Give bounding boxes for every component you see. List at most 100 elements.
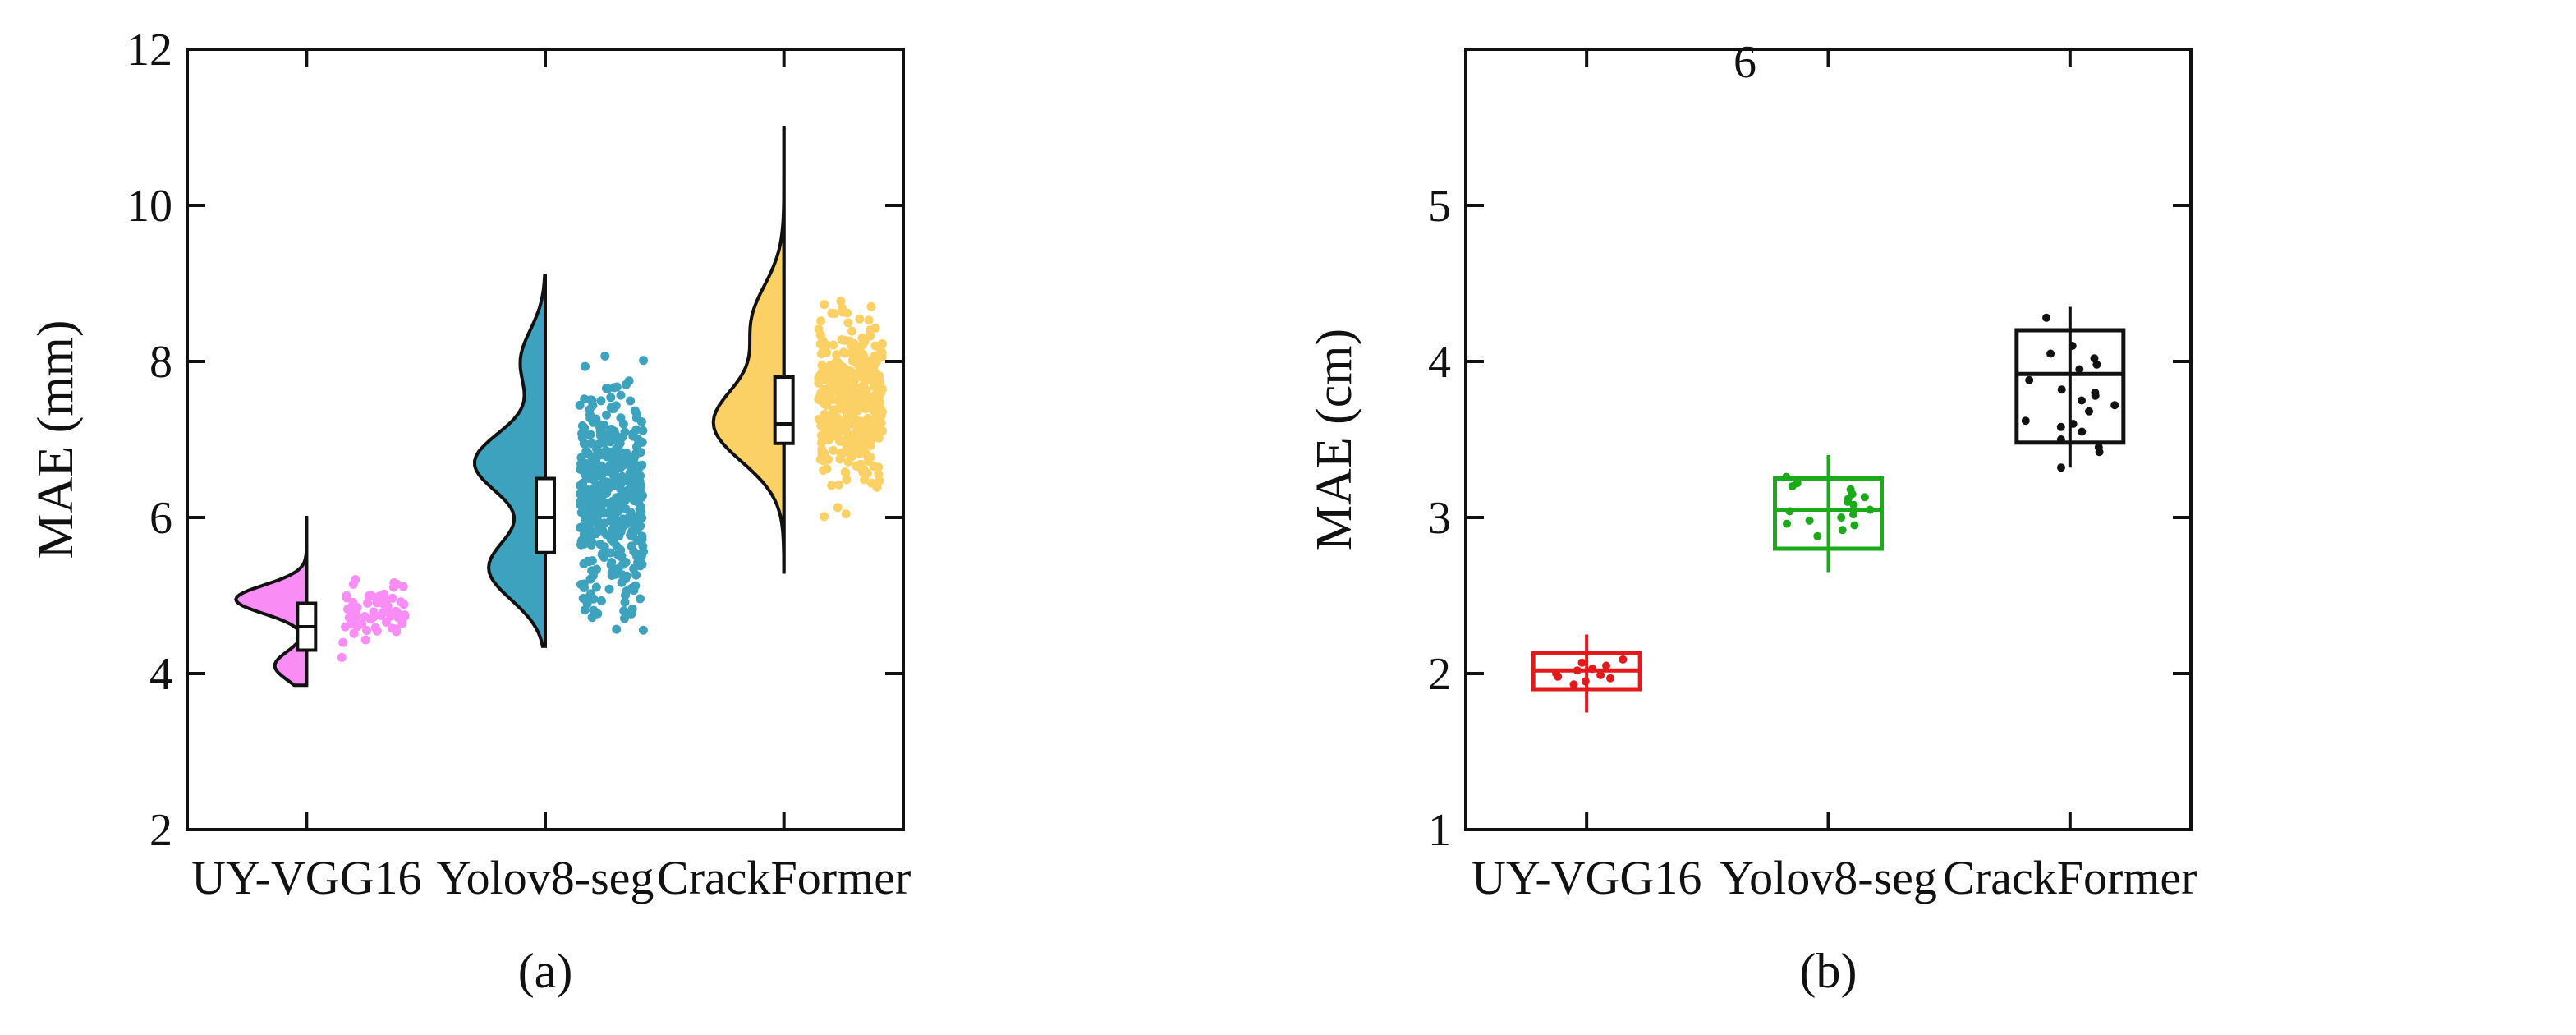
panel-caption: (a) [518,944,573,998]
data-point [609,502,618,512]
data-point [388,593,397,603]
data-point [636,417,646,426]
data-point [627,465,636,475]
data-point [864,315,874,325]
data-point [855,371,865,381]
data-point [604,584,614,594]
data-point [627,604,637,614]
data-point [847,348,856,358]
data-point [835,454,845,464]
y-tick-label: 1 [1428,805,1451,856]
data-point [816,316,826,326]
data-point [1813,531,1822,540]
data-point [847,412,857,421]
data-point [580,467,590,477]
data-point [819,432,829,442]
data-point [628,531,638,541]
data-point [621,558,631,567]
violin-half [234,516,309,688]
box [773,375,795,445]
data-point [2046,349,2055,358]
data-point [1846,485,1855,494]
data-point [622,380,631,389]
data-point [621,591,630,600]
data-point [616,390,626,400]
data-point [612,624,622,634]
data-point [399,600,409,610]
data-point [594,489,604,499]
data-point [847,381,856,391]
data-point [833,357,843,367]
data-point [1573,666,1582,675]
data-point [617,577,627,587]
data-point [818,375,827,384]
data-point [603,477,612,487]
data-point [360,635,370,645]
data-point [856,459,866,469]
data-point [2075,365,2084,374]
data-point [585,592,595,601]
data-point [857,340,867,350]
data-point [391,608,401,618]
data-point [348,579,358,589]
points [1552,655,1628,689]
data-point [586,439,596,448]
data-point [2021,416,2030,426]
data-point [341,622,350,632]
y-axis: 2 4 6 8 10 12 [126,25,903,856]
data-point [610,453,620,462]
data-point [381,617,391,627]
data-point [616,413,626,423]
data-point [2094,443,2103,452]
data-point [630,496,640,506]
data-point [2090,354,2099,363]
data-point [841,509,851,519]
data-point [596,396,606,406]
data-point [2092,360,2101,369]
data-point [580,439,590,448]
data-point [618,476,627,486]
data-point [636,502,645,512]
data-point [1602,661,1610,670]
data-point [585,405,595,415]
data-point [636,551,646,561]
data-point [585,430,595,440]
data-point [585,395,595,405]
data-point [606,393,616,402]
panel-a: 2 4 6 8 10 12 UY-VGG16 Yolov8-seg CrackFormer MAE… [28,25,911,998]
data-point [621,517,631,527]
points [337,575,410,662]
data-point [2110,401,2119,410]
x-axis: UY-VGG16 Yolov8-seg CrackFormer [191,49,911,904]
data-point [855,314,865,324]
data-point [600,351,610,361]
data-point [606,560,616,570]
series-crackformer [711,126,888,574]
data-point [1606,674,1614,683]
data-point [2078,396,2086,405]
data-point [591,582,601,592]
data-point [638,625,648,635]
x-category-label: Yolov8-seg [437,851,654,904]
data-point [817,448,827,458]
data-point [631,425,641,435]
points [2021,313,2119,472]
data-point [605,516,615,526]
box [535,476,556,554]
data-point [2078,427,2087,436]
data-point [337,652,347,662]
data-point [575,400,585,410]
data-point [829,340,838,350]
data-point [838,307,847,317]
data-point [836,297,846,306]
y-tick-label: 2 [1428,649,1451,700]
y-tick-label: 6 [1733,37,1756,88]
data-point [860,421,870,430]
data-point [616,484,626,494]
data-point [825,360,835,370]
points [1782,472,1875,540]
data-point [587,460,597,470]
data-point [866,331,875,341]
data-point [840,402,850,412]
